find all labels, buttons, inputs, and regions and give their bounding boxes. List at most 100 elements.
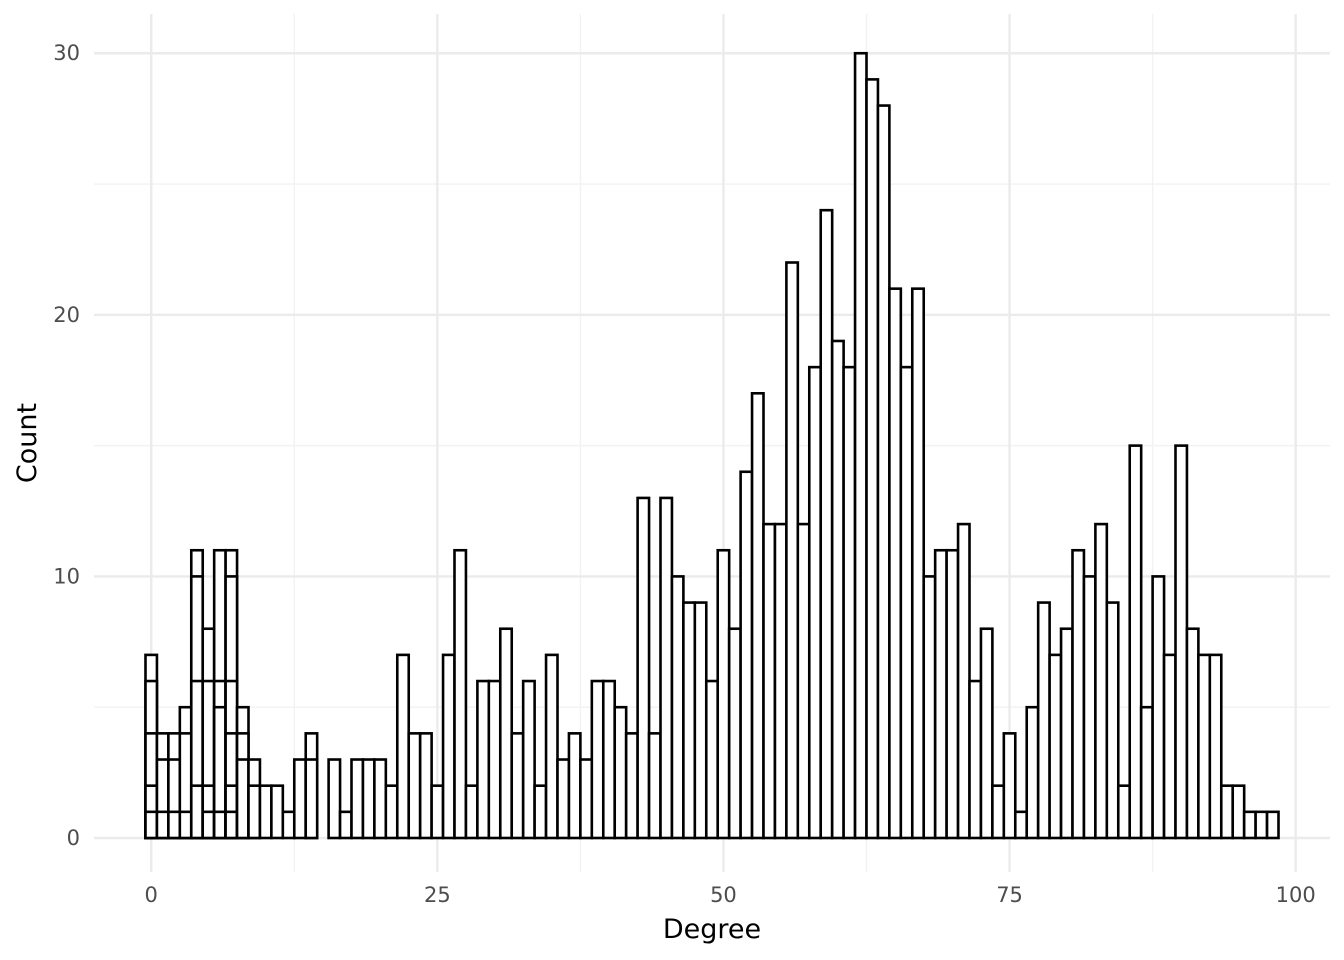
- histogram-bar: [235, 758, 250, 840]
- histogram-bar: [933, 548, 948, 840]
- histogram-bar: [1254, 810, 1269, 840]
- histogram-bar: [167, 810, 182, 840]
- histogram-bar: [1116, 784, 1132, 840]
- histogram-bar: [647, 732, 662, 840]
- histogram-bar: [476, 679, 491, 840]
- histogram-bar: [556, 758, 571, 840]
- histogram-bar: [716, 548, 731, 840]
- histogram-bar: [785, 261, 800, 840]
- histogram-bar: [350, 758, 365, 840]
- histogram-bar: [1025, 705, 1040, 840]
- histogram-bar: [224, 810, 239, 840]
- x-tick-label: 0: [145, 883, 158, 907]
- histogram-bar: [1265, 810, 1280, 840]
- histogram-bar: [1139, 705, 1154, 840]
- histogram-bar: [258, 784, 273, 840]
- histogram-bar: [1231, 784, 1246, 840]
- x-tick-label: 50: [710, 883, 737, 907]
- histogram-bar: [876, 104, 891, 840]
- histogram-bar: [270, 784, 285, 840]
- histogram-bar: [807, 365, 823, 840]
- histogram-bar: [704, 679, 720, 840]
- histogram-bar: [899, 365, 914, 840]
- histogram-bar: [395, 653, 411, 840]
- histogram-bar: [407, 732, 422, 840]
- histogram-bar: [533, 784, 548, 840]
- histogram-bar: [601, 679, 617, 840]
- histogram-bar: [327, 758, 342, 840]
- histogram-bar: [830, 339, 845, 840]
- histogram-bar: [510, 732, 525, 840]
- histogram-bar: [945, 548, 960, 840]
- histogram-bar: [693, 601, 708, 840]
- histogram-bar: [201, 810, 216, 840]
- histogram-bar: [888, 287, 903, 840]
- histogram-bar: [613, 705, 628, 840]
- histogram-bar: [521, 679, 536, 840]
- histogram-bar: [178, 810, 193, 840]
- y-tick-label: 10: [53, 564, 80, 588]
- histogram-bar: [144, 810, 159, 840]
- histogram-bar: [956, 522, 971, 840]
- x-axis-title: Degree: [663, 914, 761, 945]
- histogram-bar: [487, 679, 502, 840]
- histogram-bar: [819, 208, 834, 840]
- histogram-bar: [727, 627, 742, 840]
- histogram-bar: [796, 522, 811, 840]
- histogram-bar: [922, 575, 937, 840]
- histogram-bar: [590, 679, 605, 840]
- histogram-bar: [1002, 732, 1017, 840]
- histogram-bar: [1071, 548, 1086, 840]
- histogram-bar: [384, 784, 399, 840]
- histogram-bar: [1162, 653, 1177, 840]
- histogram-bar: [1013, 810, 1029, 840]
- histogram-bar: [1174, 444, 1189, 840]
- y-axis-title: Count: [12, 403, 43, 483]
- histogram-bar: [567, 732, 582, 840]
- histogram-bar: [739, 470, 754, 840]
- histogram-bar: [762, 522, 777, 840]
- histogram-bar: [247, 784, 262, 840]
- histogram-bar: [1082, 575, 1097, 840]
- histogram-bar: [910, 287, 926, 840]
- histogram-bar: [1197, 653, 1212, 840]
- histogram-bar: [189, 784, 205, 840]
- x-tick-label: 75: [996, 883, 1023, 907]
- histogram-bar: [682, 601, 697, 840]
- histogram-bar: [979, 627, 994, 840]
- histogram-bar: [1151, 575, 1166, 840]
- histogram-bar: [1185, 627, 1200, 840]
- y-tick-label: 0: [67, 826, 80, 850]
- histogram-bar: [670, 575, 685, 840]
- histogram-bar: [1048, 653, 1063, 840]
- histogram-bar: [865, 78, 880, 840]
- histogram-bar: [441, 653, 456, 840]
- histogram-bar: [1036, 601, 1051, 840]
- histogram-bar: [498, 627, 514, 840]
- histogram-bar: [453, 548, 468, 840]
- histogram-bar: [1094, 522, 1109, 840]
- histogram-bar: [1059, 627, 1074, 840]
- x-tick-label: 100: [1276, 883, 1316, 907]
- histogram-bar: [636, 496, 651, 840]
- tick-labels: 0 25 50 75 100 0 10 20 30: [53, 41, 1315, 907]
- histogram-bar: [430, 784, 445, 840]
- y-tick-label: 20: [53, 303, 80, 327]
- histogram-bar: [1128, 444, 1143, 840]
- histogram-bar: [842, 365, 857, 840]
- histogram-bar: [212, 810, 227, 840]
- histogram-bar: [968, 679, 983, 840]
- histogram-bar: [1208, 653, 1223, 840]
- histogram-bar: [338, 810, 353, 840]
- histogram-bar: [292, 758, 308, 840]
- x-tick-label: 25: [424, 883, 451, 907]
- histogram-bar: [579, 758, 594, 840]
- y-tick-label: 30: [53, 41, 80, 65]
- histogram-bar: [361, 758, 376, 840]
- histogram-bar: [773, 522, 788, 840]
- histogram-bar: [750, 391, 765, 840]
- histogram-bar: [155, 810, 170, 840]
- histogram-bar: [624, 732, 639, 840]
- bars: [144, 51, 1280, 840]
